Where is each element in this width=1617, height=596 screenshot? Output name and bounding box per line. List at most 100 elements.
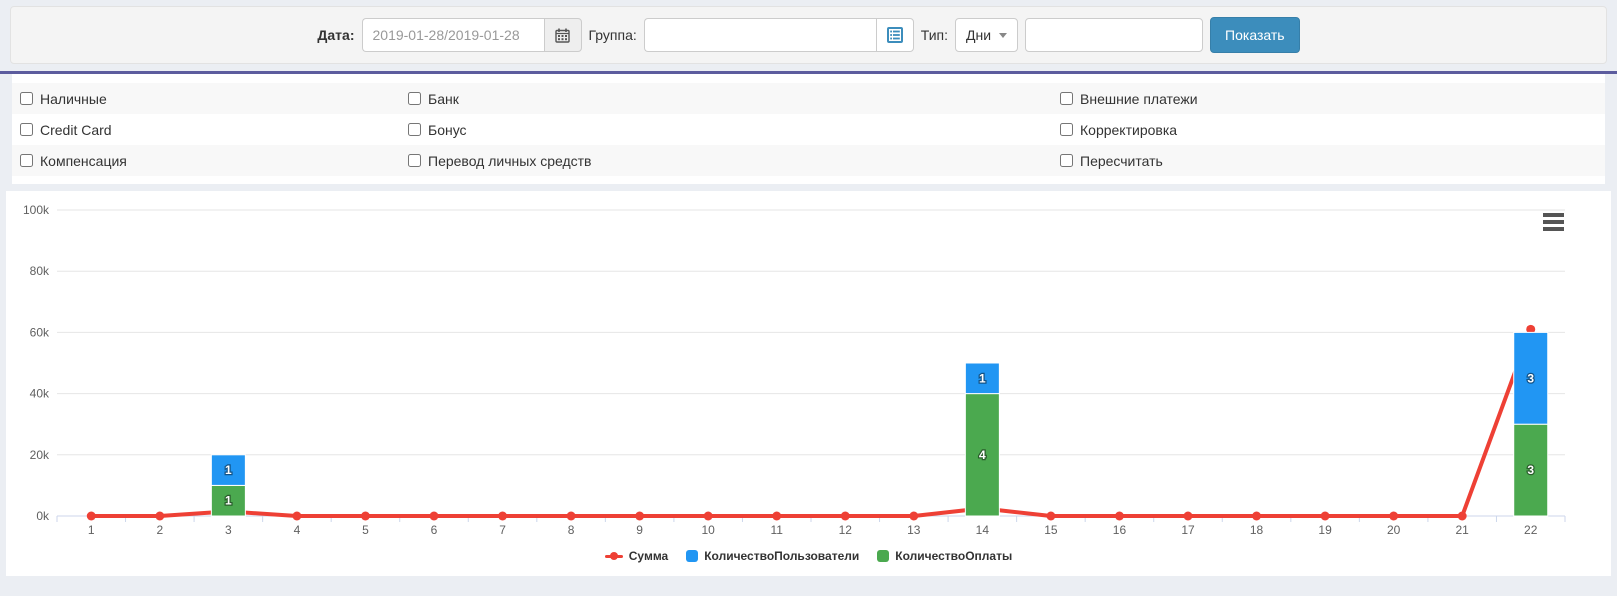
legend-marker — [604, 551, 623, 561]
filter-cell: Бонус — [400, 122, 1052, 138]
payments-bar-label: 3 — [1527, 463, 1534, 477]
filter-cell: Credit Card — [12, 122, 400, 138]
sum-line-marker[interactable] — [155, 511, 165, 521]
type-select[interactable]: Дни — [955, 18, 1019, 52]
payments-bar-label: 1 — [225, 494, 232, 508]
legend-item-КоличествоОплаты[interactable]: КоличествоОплаты — [877, 549, 1012, 563]
sum-line-marker[interactable] — [635, 511, 645, 521]
users-bar[interactable] — [1513, 331, 1549, 425]
x-axis-label: 1 — [88, 523, 95, 537]
filter-checkbox-Внешние платежи[interactable] — [1060, 92, 1073, 105]
filter-cell: Пересчитать — [1052, 153, 1605, 169]
purple-divider — [0, 71, 1617, 74]
sum-line-marker[interactable] — [840, 511, 850, 521]
date-label: Дата: — [317, 27, 355, 43]
y-axis-label: 0k — [36, 509, 50, 523]
sum-line-marker[interactable] — [1457, 511, 1467, 521]
filter-toolbar: Дата: Группа: — [10, 6, 1607, 64]
chart-context-menu-icon[interactable] — [1543, 213, 1564, 231]
sum-line-marker[interactable] — [566, 511, 576, 521]
x-axis-label: 9 — [636, 523, 643, 537]
filter-label: Внешние платежи — [1080, 90, 1198, 107]
filter-cell: Перевод личных средств — [400, 153, 1052, 169]
group-label: Группа: — [588, 27, 637, 43]
chart-legend: Сумма КоличествоПользователи КоличествоОпл… — [6, 549, 1611, 563]
sum-line-marker[interactable] — [772, 511, 782, 521]
sum-line-series[interactable] — [89, 327, 1533, 518]
filter-cell: Наличные — [12, 91, 400, 107]
sum-line-marker[interactable] — [86, 511, 96, 521]
x-axis-label: 12 — [839, 523, 853, 537]
sum-line-marker[interactable] — [429, 511, 439, 521]
sum-line-marker[interactable] — [909, 511, 919, 521]
filter-checkbox-Бонус[interactable] — [408, 123, 421, 136]
payment-type-filters: Наличные Банк Внешние платежи Credit Card Бо… — [12, 74, 1605, 184]
legend-marker — [877, 550, 890, 562]
chart-panel: 0k 20k 40k 60k 80k 100k 1 2 3 4 5 6 7 8 9 10 11 12 13 14 15 1… — [6, 191, 1611, 576]
group-list-addon-button[interactable] — [875, 18, 914, 52]
filter-checkbox-Credit Card[interactable] — [20, 123, 33, 136]
filter-row: Credit Card Бонус Корректировка — [12, 114, 1605, 145]
x-axis-label: 20 — [1387, 523, 1401, 537]
x-axis-label: 8 — [568, 523, 575, 537]
type-select-value: Дни — [966, 27, 992, 43]
filter-checkbox-Пересчитать[interactable] — [1060, 154, 1073, 167]
x-axis-label: 11 — [770, 523, 783, 537]
filter-label: Бонус — [428, 121, 467, 138]
calendar-addon-button[interactable] — [543, 18, 582, 52]
type-label: Тип: — [920, 27, 948, 43]
sum-line-marker[interactable] — [1046, 511, 1056, 521]
x-axis-label: 22 — [1524, 523, 1538, 537]
x-axis-label: 2 — [156, 523, 163, 537]
sum-line-marker[interactable] — [360, 511, 370, 521]
filter-label: Корректировка — [1080, 121, 1178, 138]
y-axis-label: 100k — [23, 203, 50, 217]
sum-line-marker[interactable] — [1320, 511, 1330, 521]
sum-line-marker[interactable] — [1114, 511, 1124, 521]
filter-checkbox-Компенсация[interactable] — [20, 154, 33, 167]
sum-line-marker[interactable] — [1526, 324, 1536, 334]
payments-bar[interactable] — [1513, 423, 1549, 517]
x-axis-label: 14 — [976, 523, 990, 537]
filter-label: Компенсация — [40, 152, 127, 169]
payments-bar[interactable] — [210, 484, 246, 517]
chevron-down-icon — [999, 32, 1008, 38]
legend-item-КоличествоПользователи[interactable]: КоличествоПользователи — [686, 549, 859, 563]
users-bar-label: 1 — [225, 463, 232, 477]
users-bar-label: 3 — [1527, 371, 1534, 385]
payments-bar-label: 4 — [979, 448, 986, 462]
users-bar[interactable] — [964, 362, 1000, 395]
filter-label: Банк — [428, 90, 459, 107]
x-axis-label: 16 — [1113, 523, 1127, 537]
sum-line-marker[interactable] — [1252, 511, 1262, 521]
filter-checkbox-Банк[interactable] — [408, 92, 421, 105]
sum-line-marker[interactable] — [1183, 511, 1193, 521]
filter-cell: Банк — [400, 91, 1052, 107]
group-input[interactable] — [643, 18, 876, 52]
x-axis-label: 4 — [294, 523, 301, 537]
filter-checkbox-Перевод личных средств[interactable] — [408, 154, 421, 167]
sum-line-marker[interactable] — [498, 511, 508, 521]
filter-checkbox-Корректировка[interactable] — [1060, 123, 1073, 136]
filter-label: Перевод личных средств — [428, 152, 592, 169]
legend-item-Сумма[interactable]: Сумма — [604, 549, 668, 563]
x-axis-label: 17 — [1181, 523, 1195, 537]
group-input-group — [643, 18, 914, 52]
users-bar[interactable] — [210, 454, 246, 486]
filter-checkbox-Наличные[interactable] — [20, 92, 33, 105]
x-axis-label: 18 — [1250, 523, 1264, 537]
y-axis-label: 60k — [30, 325, 50, 339]
x-axis-label: 3 — [225, 523, 232, 537]
calendar-icon — [555, 28, 570, 43]
extra-input[interactable] — [1025, 18, 1204, 52]
show-button[interactable]: Показать — [1210, 17, 1300, 53]
payments-bar[interactable] — [964, 393, 1000, 517]
sum-line-marker[interactable] — [292, 511, 302, 521]
sum-line-marker[interactable] — [703, 511, 713, 521]
date-input[interactable] — [361, 18, 544, 52]
filter-cell: Внешние платежи — [1052, 91, 1605, 107]
legend-label: КоличествоПользователи — [704, 549, 860, 563]
x-axis-label: 13 — [907, 523, 921, 537]
list-icon — [886, 27, 903, 43]
sum-line-marker[interactable] — [1389, 511, 1399, 521]
